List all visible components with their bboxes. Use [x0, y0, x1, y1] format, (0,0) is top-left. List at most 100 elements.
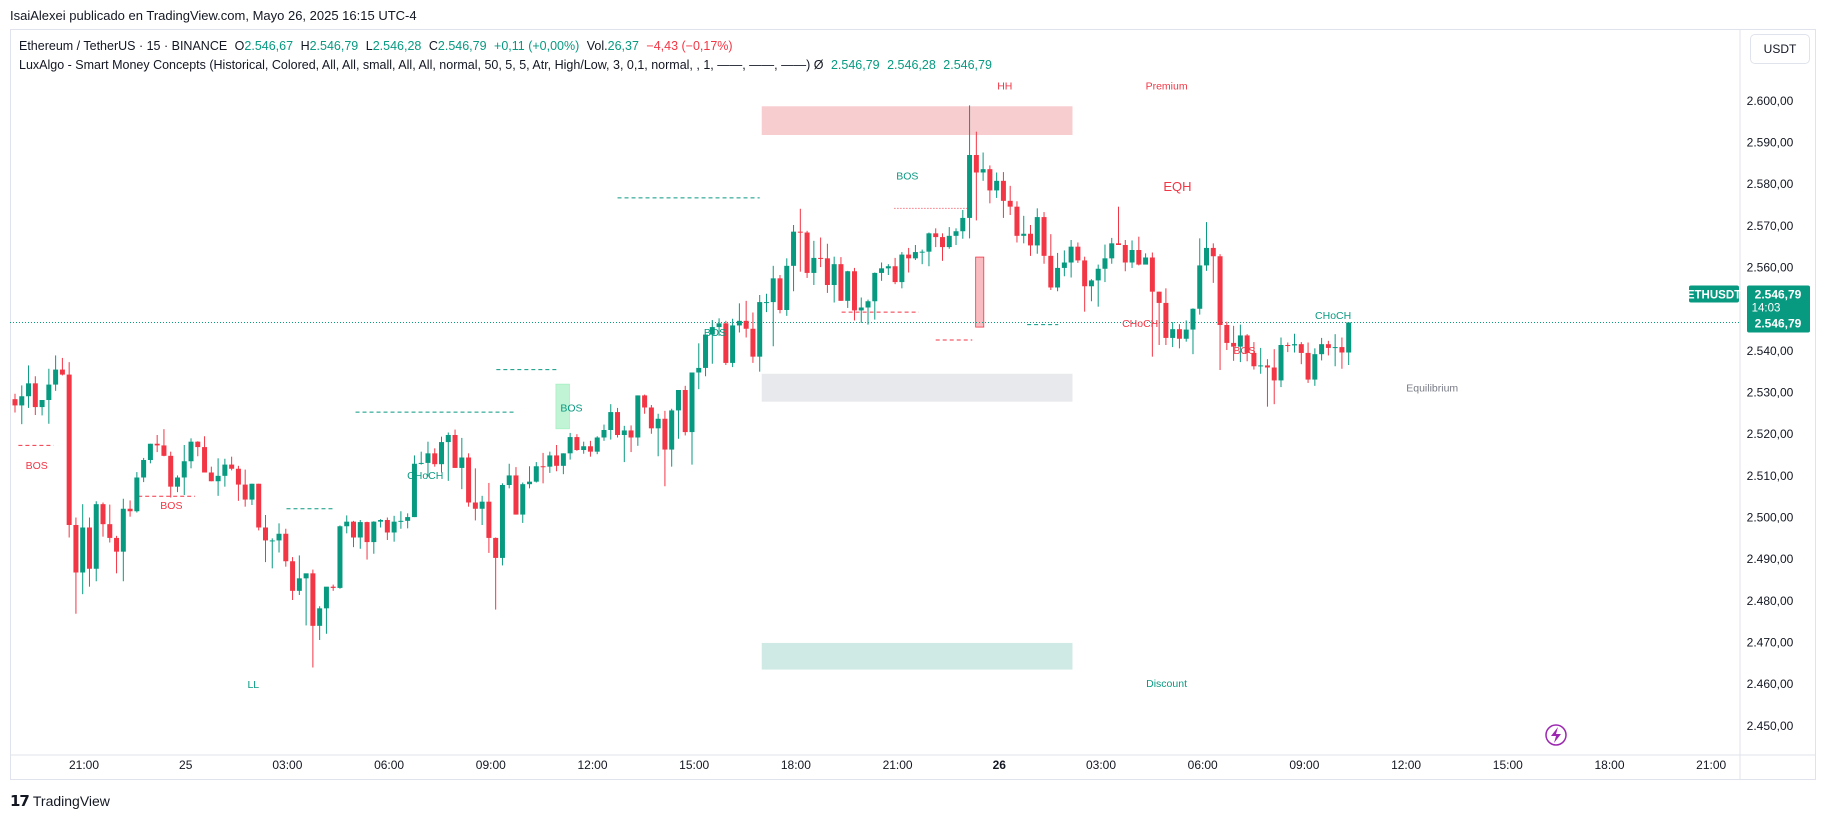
symbol-legend: Ethereum / TetherUS · 15 · BINANCE O 2.54…: [19, 39, 733, 53]
time-axis-tick: 18:00: [1594, 758, 1624, 772]
candle-body: [181, 461, 187, 478]
symbol-line[interactable]: Ethereum / TetherUS · 15 · BINANCE: [19, 39, 228, 53]
last-price-tag: [1747, 285, 1810, 333]
candle-body: [784, 265, 790, 310]
candle-body: [351, 521, 356, 538]
candle-body: [53, 369, 59, 385]
candle-body: [66, 374, 72, 525]
candle-body: [581, 446, 587, 450]
candle-body: [46, 384, 52, 400]
last-price-tag-value: 2.546,79: [1755, 317, 1802, 331]
candle-body: [838, 264, 844, 301]
candle-body: [174, 477, 180, 487]
price-axis-tick: 2.520,00: [1747, 427, 1794, 441]
candle-body: [811, 257, 817, 273]
symbol-price-tag-label: ETHUSDT: [1687, 290, 1741, 302]
indicator-name[interactable]: LuxAlgo - Smart Money Concepts (Historic…: [19, 58, 824, 72]
candle-body: [831, 264, 837, 285]
candle-body: [513, 475, 519, 515]
candle-body: [486, 501, 492, 538]
time-axis-tick: 15:00: [679, 758, 709, 772]
candle-body: [479, 501, 485, 509]
candle-body: [26, 383, 32, 397]
volume-change: −4,43 (−0,17%): [646, 39, 733, 53]
candle-body: [1237, 335, 1243, 347]
candle-body: [696, 367, 702, 373]
indicator-legend: LuxAlgo - Smart Money Concepts (Historic…: [19, 58, 992, 72]
candle-body: [919, 251, 925, 253]
candle-body: [757, 302, 763, 357]
candle-body: [378, 520, 384, 522]
candle-body: [716, 323, 722, 328]
candle-body: [445, 435, 451, 443]
time-axis-tick: 09:00: [1289, 758, 1319, 772]
candle-body: [628, 430, 634, 438]
candle-body: [100, 504, 106, 525]
candle-body: [648, 407, 654, 429]
candle-body: [1339, 347, 1345, 353]
candle-body: [364, 522, 370, 543]
tradingview-logo[interactable]: 𝟭𝟳 TradingView: [10, 792, 110, 810]
candle-body: [235, 468, 241, 485]
annotation-choch: CHoCH: [1315, 310, 1351, 322]
candle-body: [1034, 217, 1040, 246]
time-axis-tick: 18:00: [781, 758, 811, 772]
candle-body: [1163, 302, 1169, 338]
price-axis-tick: 2.500,00: [1747, 511, 1794, 525]
candle-body: [1224, 325, 1230, 343]
candle-body: [127, 508, 133, 512]
equilibrium-zone: [761, 373, 1073, 402]
candle-body: [1264, 365, 1270, 368]
candle-body: [560, 453, 566, 466]
candle-body: [59, 369, 65, 375]
candle-body: [134, 477, 140, 512]
candle-body: [384, 520, 390, 533]
candle-body: [540, 466, 546, 468]
candle-body: [344, 521, 350, 527]
price-axis-tick: 2.590,00: [1747, 136, 1794, 150]
candle-body: [520, 484, 526, 515]
last-price-tag-value: 2.546,79: [1755, 288, 1802, 302]
price-axis-tick: 2.580,00: [1747, 177, 1794, 191]
indicator-value-3: 2.546,79: [943, 58, 992, 72]
candle-body: [147, 443, 153, 460]
candle-body: [154, 443, 160, 446]
candle-body: [1190, 308, 1196, 330]
premium-zone: [761, 106, 1073, 135]
price-axis-tick: 2.450,00: [1747, 719, 1794, 733]
candle-body: [459, 457, 465, 468]
time-axis-tick: 15:00: [1493, 758, 1523, 772]
candle-body: [256, 483, 262, 528]
candle-body: [709, 327, 715, 335]
close-value: 2.546,79: [437, 39, 487, 53]
candle-body: [1292, 344, 1298, 346]
annotation-premium: Premium: [1146, 81, 1188, 93]
currency-button[interactable]: USDT: [1750, 34, 1810, 64]
volume-label: Vol.: [586, 39, 608, 53]
candle-body: [662, 418, 668, 450]
candle-body: [1109, 243, 1115, 259]
candle-body: [912, 252, 918, 259]
candle-body: [973, 155, 979, 173]
annotation-bos: BOS: [160, 500, 182, 512]
candle-body: [1176, 329, 1182, 339]
candle-body: [439, 442, 445, 465]
price-axis-tick: 2.600,00: [1747, 94, 1794, 108]
bar-countdown: 14:03: [1752, 303, 1781, 315]
close-label: C: [428, 39, 438, 53]
candle-body: [1055, 267, 1061, 288]
candle-body: [1332, 347, 1338, 349]
high-value: 2.546,79: [309, 39, 359, 53]
candle-body: [296, 578, 302, 591]
open-label: O: [234, 39, 245, 53]
annotation-hh: HH: [997, 81, 1012, 93]
candle-body: [980, 169, 986, 173]
candle-body: [1149, 257, 1155, 292]
candle-body: [845, 271, 851, 301]
candle-body: [1068, 246, 1074, 263]
candle-body: [872, 272, 878, 302]
time-axis-tick: 25: [179, 758, 193, 772]
candle-body: [303, 573, 309, 579]
discount-zone: [761, 642, 1073, 670]
